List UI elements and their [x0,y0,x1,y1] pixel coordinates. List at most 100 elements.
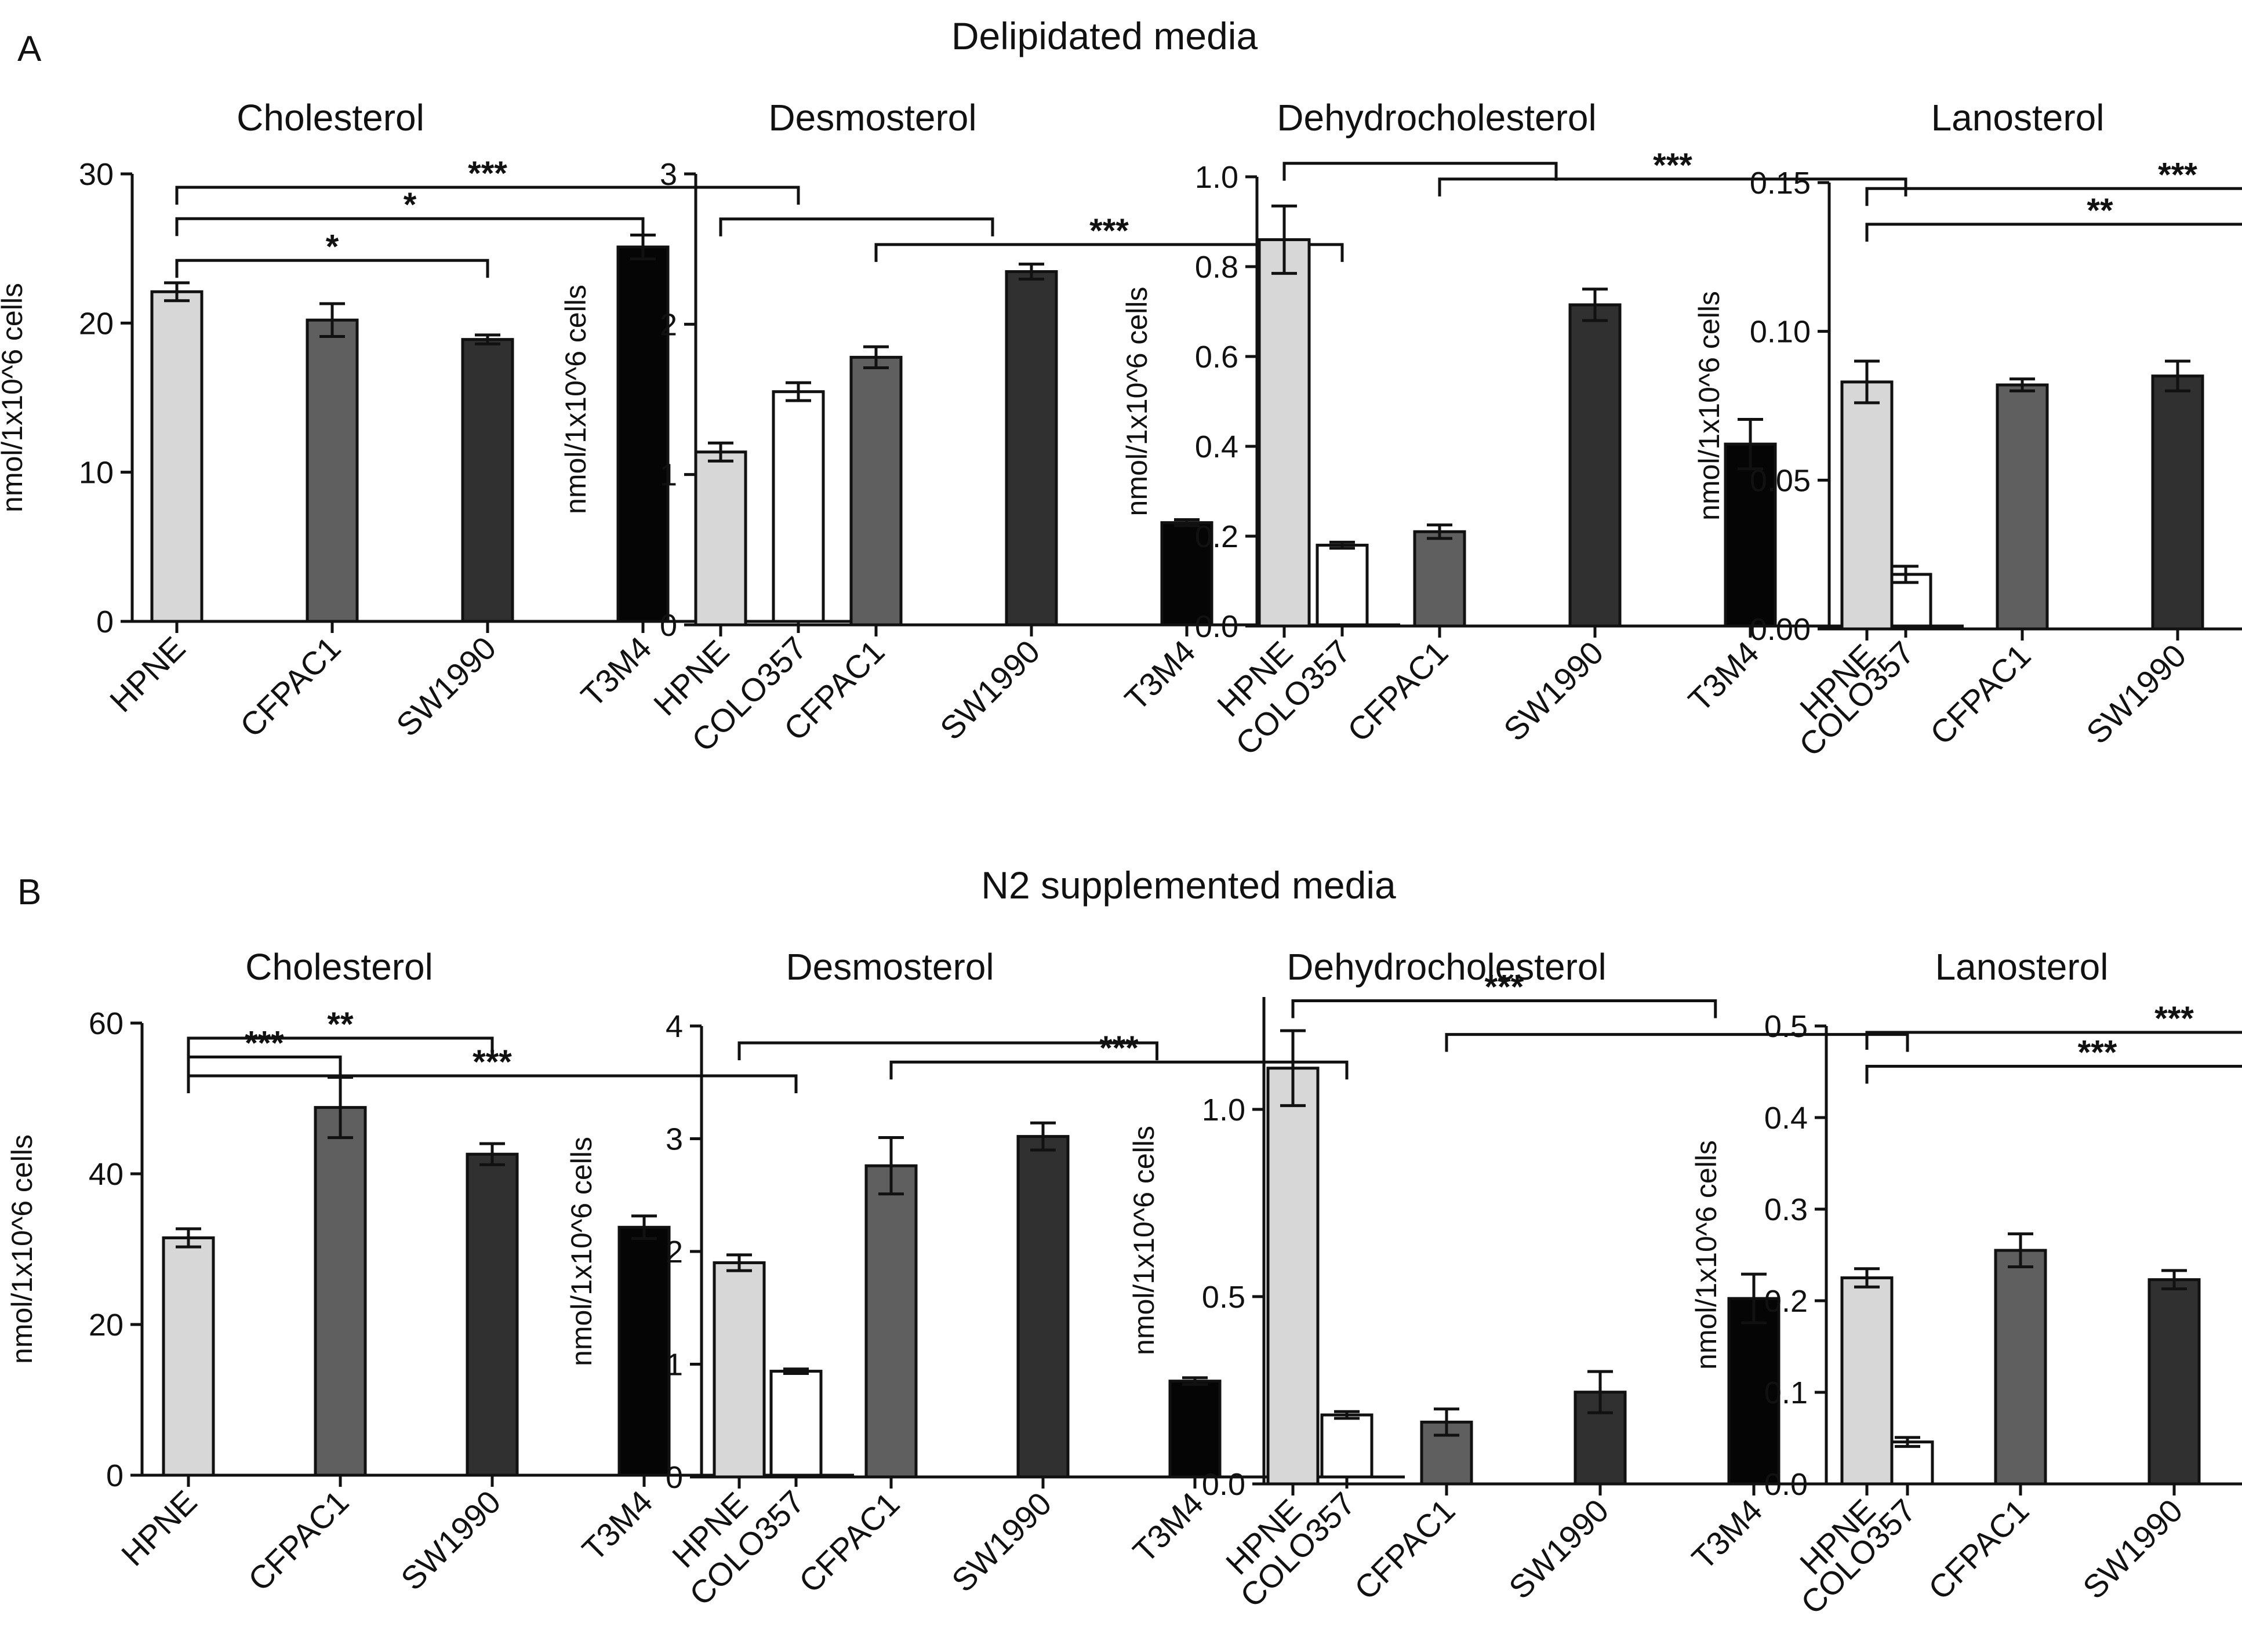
b-dehydrocholesterol-error-bar [1895,1436,1920,1448]
b-dehydrocholesterol-error-bar [1741,1272,1767,1324]
b-cholesterol-bar-colo357 [769,1370,823,1477]
b-dehydrocholesterol-y-tick-label: 1.0 [1202,1093,1245,1127]
a-lanosterol-y-tick-label: 0.15 [1750,166,1811,201]
b-cholesterol-significance-label: *** [245,1025,284,1062]
b-desmosterol-bar-hpne [713,1261,766,1479]
a-dehydrocholesterol-error-bar [1427,523,1452,540]
a-lanosterol-chart: Lanosterol nmol/1x10^6 cells 0.00 0.05 0.10 0… [1693,97,2242,752]
a-desmosterol-error-bar [708,441,733,463]
a-desmosterol-y-tick-label: 0 [660,608,677,643]
b-dehydrocholesterol-significance-bracket [1445,1033,1909,1052]
a-dehydrocholesterol-y-tick-label: 0.8 [1195,250,1238,285]
b-desmosterol-x-tick-label: CFPAC1 [792,1485,907,1600]
b-lanosterol-error-bar [2161,1269,2187,1290]
b-desmosterol-error-bar [1334,1410,1360,1420]
a-dehydrocholesterol-y-tick-label: 1.0 [1195,160,1238,195]
b-desmosterol-y-axis-label: nmol/1x10^6 cells [565,1137,598,1366]
b-lanosterol-y-axis-label: nmol/1x10^6 cells [1690,1140,1723,1370]
a-lanosterol-bar-hpne [1840,380,1894,631]
b-desmosterol-y-tick-label: 4 [666,1009,683,1044]
b-lanosterol-significance-bracket [1865,1031,2242,1050]
b-lanosterol-x-tick-label: SW1990 [2076,1492,2189,1606]
a-dehydrocholesterol-title: Dehydrocholesterol [1277,97,1596,139]
a-cholesterol-y-tick-label: 0 [96,605,114,639]
a-dehydrocholesterol-y-tick-label: 0.2 [1195,519,1238,554]
b-dehydrocholesterol-x-tick-label: T3M4 [1685,1492,1769,1577]
a-lanosterol-bar-cfpac1 [1996,383,2049,631]
a-desmosterol-bar-t3m4 [1160,521,1213,627]
a-cholesterol-bar-sw1990 [461,338,514,623]
b-cholesterol-y-axis-label: nmol/1x10^6 cells [6,1134,38,1364]
a-dehydrocholesterol-significance-bracket [1282,162,1558,181]
a-lanosterol-error-bar [2010,377,2035,392]
a-dehydrocholesterol-x-tick-label: CFPAC1 [1340,634,1455,749]
a-cholesterol-significance-bracket [175,217,645,236]
b-lanosterol-y-tick-label: 0.3 [1764,1192,1808,1227]
a-desmosterol-x-tick-label: SW1990 [933,633,1046,747]
a-cholesterol-significance-label: * [326,228,339,265]
b-desmosterol-error-bar [726,1253,752,1272]
b-cholesterol-error-bar [631,1214,657,1240]
a-desmosterol-y-tick-label: 3 [660,157,677,192]
a-dehydrocholesterol-y-tick-label: 0.4 [1195,430,1238,464]
b-dehydrocholesterol-bar-hpne [1266,1067,1320,1486]
a-desmosterol-significance-bracket [874,243,1344,262]
a-desmosterol-title: Desmosterol [768,97,976,139]
a-dehydrocholesterol-y-tick-label: 0.6 [1195,340,1238,374]
a-dehydrocholesterol-error-bar [1738,418,1763,471]
b-desmosterol-error-bar [1030,1121,1056,1152]
b-lanosterol-bar-hpne [1840,1276,1894,1486]
b-desmosterol-y-tick-label: 2 [666,1235,683,1269]
a-cholesterol-error-bar [786,381,811,402]
a-cholesterol-significance-bracket [175,259,489,278]
a-lanosterol-error-bar [1854,359,1880,405]
b-lanosterol-bar-sw1990 [2147,1278,2201,1486]
b-cholesterol-y-tick-label: 40 [89,1157,123,1192]
a-desmosterol-error-bar [863,345,889,370]
b-cholesterol-x-tick-label: HPNE [114,1483,204,1573]
a-dehydrocholesterol-y-tick-label: 0.0 [1195,609,1238,644]
b-cholesterol-error-bar [328,1076,353,1140]
b-cholesterol-bar-cfpac1 [314,1106,367,1477]
a-desmosterol-y-axis-label: nmol/1x10^6 cells [559,285,592,514]
b-cholesterol-significance-bracket [187,1056,342,1075]
a-desmosterol-y-tick-label: 1 [660,458,677,493]
b-dehydrocholesterol-title: Dehydrocholesterol [1287,946,1606,988]
a-cholesterol-title: Cholesterol [237,97,424,139]
b-dehydrocholesterol-error-bar [1434,1407,1459,1437]
b-desmosterol-y-tick-label: 0 [666,1460,683,1495]
b-lanosterol-y-tick-label: 0.0 [1764,1467,1808,1502]
a-cholesterol-x-tick-label: SW1990 [389,629,503,743]
a-cholesterol-y-tick-label: 20 [79,306,114,341]
b-cholesterol-title: Cholesterol [245,946,433,988]
b-cholesterol-x-tick-label: SW1990 [394,1483,507,1597]
a-desmosterol-x-tick-label: T3M4 [1118,633,1202,718]
a-dehydrocholesterol-error-bar [1893,565,1918,584]
a-dehydrocholesterol-error-bar [1582,288,1608,322]
a-cholesterol-significance-bracket [175,185,800,205]
b-cholesterol-bar-t3m4 [617,1225,671,1477]
a-dehydrocholesterol-error-bar [1271,204,1297,275]
a-desmosterol-significance-bracket [719,217,994,236]
a-lanosterol-title: Lanosterol [1931,97,2105,139]
a-cholesterol-bar-cfpac1 [306,318,359,623]
a-cholesterol-x-tick-label: HPNE [103,629,192,719]
a-lanosterol-significance-label: *** [2158,156,2197,194]
b-lanosterol-y-tick-label: 0.1 [1764,1376,1808,1410]
b-dehydrocholesterol-error-bar [1587,1370,1613,1414]
b-cholesterol-error-bar [176,1227,201,1249]
a-lanosterol-y-axis-label: nmol/1x10^6 cells [1693,291,1725,521]
b-cholesterol-error-bar [783,1367,809,1375]
a-cholesterol-bar-hpne [150,290,204,623]
a-cholesterol-bar-t3m4 [616,245,670,623]
a-desmosterol-bar-cfpac1 [849,355,903,627]
a-lanosterol-significance-label: ** [2087,192,2113,230]
a-cholesterol-significance-label: *** [468,155,507,192]
section-title-a: Delipidated media [951,14,1258,57]
a-desmosterol-error-bar [1019,263,1044,281]
b-lanosterol-significance-bracket [1865,1065,2242,1084]
b-desmosterol-error-bar [1182,1376,1208,1387]
a-lanosterol-error-bar [2165,359,2190,392]
b-lanosterol-chart: Lanosterol nmol/1x10^6 cells 0.0 0.1 0.2 0.3 0… [1690,946,2242,1607]
